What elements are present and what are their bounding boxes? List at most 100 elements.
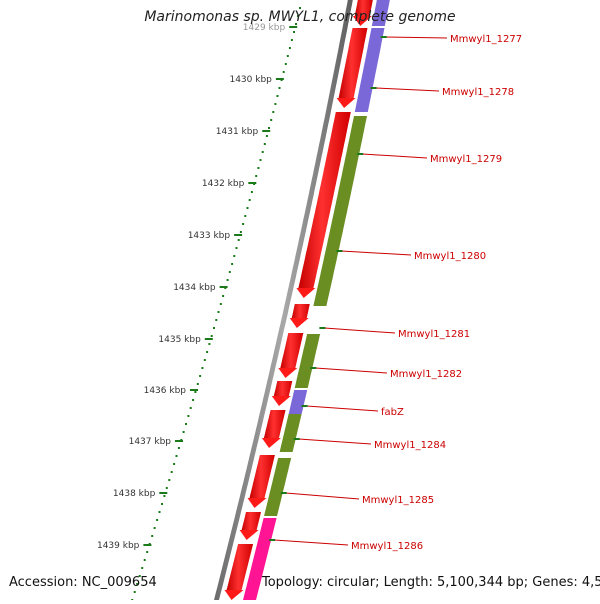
cds-arrow-head-1 <box>352 16 372 26</box>
ruler-dot <box>272 111 275 113</box>
cds-arrow-head-10 <box>224 590 244 600</box>
ruler-dot <box>215 319 218 321</box>
ruler-dot <box>201 367 204 369</box>
cog-segment-7 <box>264 458 292 516</box>
backbone-line <box>214 0 353 600</box>
ruler-dot <box>158 511 161 513</box>
gene-label-1: Mmwyl1_1277 <box>450 34 522 45</box>
gene-leader-7 <box>306 405 379 412</box>
cog-segment-8 <box>243 518 277 600</box>
cds-track <box>224 0 373 600</box>
ruler-dot <box>208 343 211 345</box>
ruler-dot <box>219 303 222 305</box>
cds-arrow-head-4 <box>289 318 309 328</box>
cds-gene-4 <box>291 304 310 318</box>
ruler-dot <box>228 271 231 273</box>
cds-arrow-head-8 <box>247 498 267 508</box>
gene-label-8: Mmwyl1_1284 <box>374 440 446 451</box>
ruler-dot <box>246 207 249 209</box>
ruler-labels: 1429 kbp 1430 kbp 1431 kbp 1432 kbp 1433 kbp… <box>97 23 285 551</box>
ruler-dot <box>187 415 190 417</box>
ruler-dot <box>257 167 260 169</box>
cds-arrow-head-7 <box>261 438 281 448</box>
ruler-dot <box>288 47 291 49</box>
ruler-dot <box>192 399 195 401</box>
ruler-dot <box>295 23 297 25</box>
ruler-dot <box>185 423 187 425</box>
ruler-dot <box>136 583 139 585</box>
ruler-dot <box>233 255 236 257</box>
ruler-dot <box>175 455 178 457</box>
ruler-dot <box>143 559 146 561</box>
ruler-dot <box>165 487 168 489</box>
gene-leader-6 <box>315 367 388 374</box>
ruler-dot <box>282 71 285 73</box>
ruler-dot <box>177 447 180 449</box>
accession-text: Accession: NC_009654 <box>9 575 157 590</box>
ruler-dot <box>290 39 293 41</box>
ruler-label-2: 1430 kbp <box>229 75 272 85</box>
cog-track <box>243 0 390 600</box>
ruler-dot <box>217 311 220 313</box>
ruler-dot <box>276 95 279 97</box>
cds-gene-10 <box>226 544 254 590</box>
ruler-label-6: 1434 kbp <box>173 283 216 293</box>
ruler-dot <box>226 279 229 281</box>
gene-label-4: Mmwyl1_1280 <box>414 251 486 262</box>
ruler-dot <box>237 239 240 241</box>
cds-gene-1 <box>354 0 373 16</box>
cds-gene-7 <box>263 410 286 438</box>
ruler-dot <box>151 535 154 537</box>
ruler-dot <box>138 575 141 577</box>
ruler-label-9: 1437 kbp <box>129 437 172 447</box>
gene-labels: Mmwyl1_1277 Mmwyl1_1278 Mmwyl1_1279 Mmwyl1_… <box>269 34 522 552</box>
gene-label-7: fabZ <box>381 407 404 418</box>
ruler-dot <box>163 495 166 497</box>
gene-leader-5 <box>324 327 396 334</box>
ruler-dot <box>255 175 258 177</box>
ruler-dot <box>194 391 197 393</box>
ruler-dot <box>265 135 268 137</box>
ruler-dot <box>242 223 245 225</box>
cds-gene-8 <box>249 455 275 498</box>
gene-leader-1 <box>385 36 448 39</box>
cog-segment-4 <box>294 334 321 388</box>
genome-summary-text: Topology: circular; Length: 5,100,344 bp… <box>262 575 600 590</box>
gene-label-9: Mmwyl1_1285 <box>362 495 434 506</box>
ruler-dot <box>259 159 262 161</box>
ruler-dot <box>168 479 171 481</box>
ruler-dot <box>146 551 149 553</box>
ruler-dot <box>261 151 264 153</box>
cds-arrow-head-9 <box>239 530 259 540</box>
gene-label-10: Mmwyl1_1286 <box>351 541 423 552</box>
cog-segment-1 <box>371 0 390 26</box>
ruler-dot <box>270 119 273 121</box>
ruler-dot <box>248 199 251 201</box>
cds-gene-5 <box>280 333 304 368</box>
cog-segment-6 <box>279 414 302 452</box>
ruler-dot <box>206 351 209 353</box>
ruler-label-8: 1436 kbp <box>144 386 187 396</box>
ruler-dot <box>274 103 277 105</box>
ruler-dot <box>278 87 281 89</box>
ruler-dot <box>189 407 192 409</box>
ruler-dot <box>250 191 253 193</box>
ruler-dot <box>231 263 234 265</box>
ruler-dot <box>141 567 144 569</box>
ruler-label-1: 1429 kbp <box>243 23 286 33</box>
gene-leader-8 <box>298 438 372 445</box>
ruler-dot <box>170 471 173 473</box>
ruler-dot <box>182 431 185 433</box>
gene-label-6: Mmwyl1_1282 <box>390 369 462 380</box>
cog-segment-3 <box>313 116 367 306</box>
ruler-dot <box>196 383 199 385</box>
cog-segment-5 <box>288 390 308 414</box>
ruler-dot <box>203 359 206 361</box>
map-title: Marinomonas sp. MWYL1, complete genome <box>144 9 456 25</box>
gene-label-5: Mmwyl1_1281 <box>398 329 470 340</box>
ruler-dot <box>299 7 301 9</box>
gene-leader-4 <box>341 250 412 256</box>
ruler-label-3: 1431 kbp <box>216 127 259 137</box>
cds-gene-9 <box>241 512 261 530</box>
